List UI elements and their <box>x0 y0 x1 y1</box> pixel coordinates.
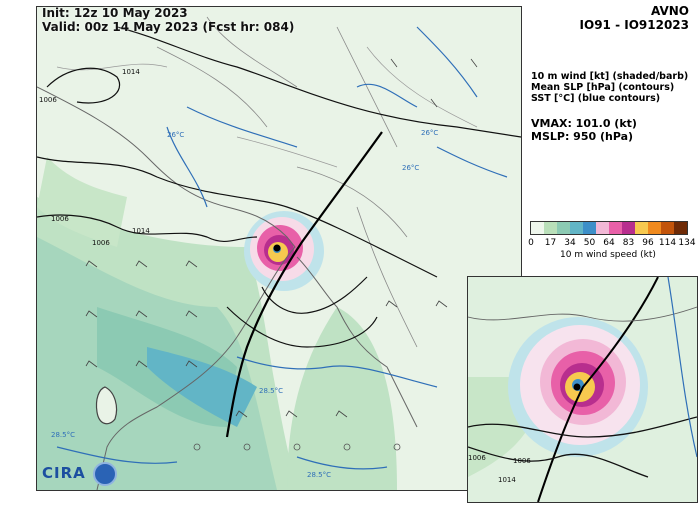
colorbar-tick: 96 <box>642 238 654 248</box>
colorbar-swatch <box>570 222 583 234</box>
colorbar-swatch <box>648 222 661 234</box>
zoom-inset-map: 1006 1014 1006 <box>467 276 698 503</box>
colorbar-swatch <box>596 222 609 234</box>
forecast-map: 1014 1006 1006 1014 1006 26°C 26°C 26°C … <box>36 6 522 491</box>
wind-colorbar <box>530 221 688 235</box>
colorbar-tick: 83 <box>622 238 635 248</box>
sst-label-1: 26°C <box>421 129 438 137</box>
colorbar-swatch <box>557 222 570 234</box>
colorbar-tick: 34 <box>564 238 576 248</box>
colorbar-swatch <box>635 222 648 234</box>
colorbar-swatch <box>544 222 557 234</box>
slp-label-4: 1014 <box>132 227 150 235</box>
slp-label-2: 1006 <box>39 96 57 104</box>
sst-label-5: 28.5°C <box>307 471 331 479</box>
mslp-value: MSLP: 950 (hPa) <box>531 130 634 143</box>
slp-label-3: 1006 <box>51 215 69 223</box>
colorbar-tick: 0 <box>528 238 534 248</box>
cira-logo: CIRA <box>42 464 86 482</box>
colorbar-swatch <box>531 222 544 234</box>
colorbar-tick: 114 <box>658 238 677 248</box>
inset-slp-label-3: 1006 <box>468 454 486 462</box>
colorbar-swatch <box>583 222 596 234</box>
inset-slp-label-2: 1014 <box>498 476 516 484</box>
sst-label-6: 28.5°C <box>51 431 75 439</box>
sst-label-4: 28.5°C <box>259 387 283 395</box>
vmax-value: VMAX: 101.0 (kt) <box>531 117 637 130</box>
noaa-logo-icon <box>93 462 117 486</box>
colorbar-swatch <box>622 222 635 234</box>
sst-label-3: 26°C <box>167 131 184 139</box>
legend-slp: Mean SLP [hPa] (contours) <box>531 82 675 93</box>
colorbar-tick: 134 <box>678 238 696 248</box>
slp-label-1: 1014 <box>122 68 140 76</box>
legend-sst: SST [°C] (blue contours) <box>531 93 661 104</box>
colorbar-tick: 50 <box>583 238 596 248</box>
init-time: Init: 12z 10 May 2023 <box>42 6 188 20</box>
inset-graphic: 1006 1014 1006 <box>468 277 697 502</box>
storm-id: IO91 - IO912023 <box>579 18 689 32</box>
valid-time: Valid: 00z 14 May 2023 (Fcst hr: 084) <box>42 20 295 34</box>
legend-wind: 10 m wind [kt] (shaded/barb) <box>531 71 689 82</box>
model-name: AVNO <box>650 4 689 18</box>
sst-label-2: 26°C <box>402 164 419 172</box>
slp-label-5: 1006 <box>92 239 110 247</box>
colorbar-label: 10 m wind speed (kt) <box>560 250 656 260</box>
inset-slp-label-1: 1006 <box>513 457 531 465</box>
colorbar-swatch <box>674 222 687 234</box>
colorbar-tick: 17 <box>544 238 557 248</box>
map-graphic: 1014 1006 1006 1014 1006 26°C 26°C 26°C … <box>37 7 521 490</box>
colorbar-swatch <box>661 222 674 234</box>
forecast-header: Init: 12z 10 May 2023 Valid: 00z 14 May … <box>42 6 294 34</box>
colorbar-tick: 64 <box>603 238 615 248</box>
colorbar-swatch <box>609 222 622 234</box>
